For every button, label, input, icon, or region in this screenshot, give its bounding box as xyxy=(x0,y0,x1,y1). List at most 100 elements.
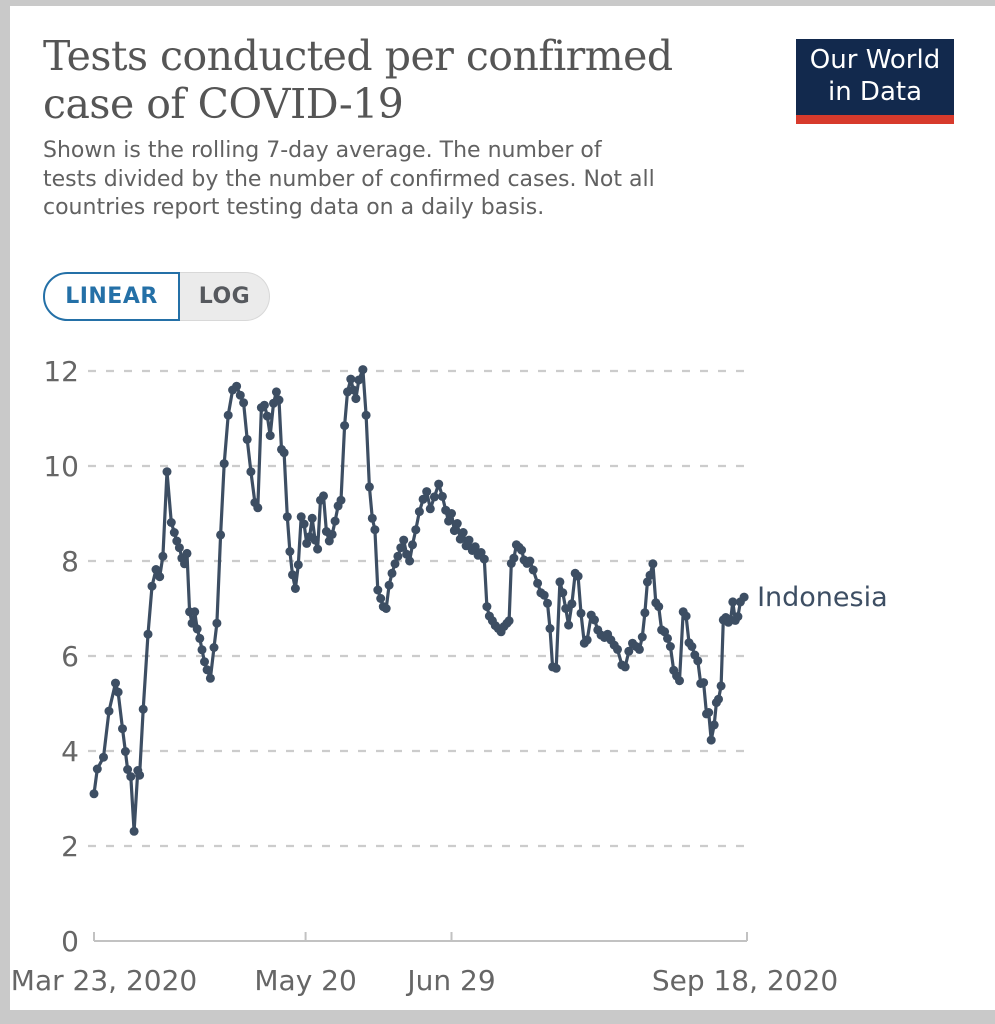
data-point xyxy=(195,633,205,643)
data-point xyxy=(402,549,412,559)
data-point xyxy=(242,434,252,444)
data-point xyxy=(582,635,592,645)
data-point xyxy=(645,570,655,580)
page-title: Tests conducted per confirmed case of CO… xyxy=(43,32,673,128)
data-point xyxy=(706,735,716,745)
page-title-line1: Tests conducted per confirmed xyxy=(43,32,673,80)
data-point xyxy=(330,516,340,526)
owid-logo: Our World in Data xyxy=(796,39,954,124)
data-point xyxy=(367,513,377,523)
data-point xyxy=(169,528,179,537)
data-point xyxy=(573,571,583,581)
data-point xyxy=(545,624,555,633)
data-point xyxy=(182,548,192,558)
data-point xyxy=(564,620,574,630)
data-point xyxy=(640,608,650,618)
data-point xyxy=(414,507,424,517)
data-point xyxy=(411,525,421,535)
data-point xyxy=(310,535,320,545)
subtitle-line1: Shown is the rolling 7-day average. The … xyxy=(43,138,602,163)
data-point xyxy=(162,467,172,477)
data-point xyxy=(259,400,269,410)
data-point xyxy=(634,644,644,654)
data-point xyxy=(123,765,133,774)
data-point xyxy=(509,553,519,563)
data-point xyxy=(447,509,456,518)
owid-logo-stripe xyxy=(796,115,954,124)
data-point xyxy=(219,459,229,469)
data-point xyxy=(654,602,664,612)
data-point xyxy=(274,395,284,405)
data-point xyxy=(202,665,212,675)
data-point xyxy=(354,375,364,385)
data-point xyxy=(197,645,207,655)
data-point xyxy=(246,467,256,477)
y-axis-tick-label: 2 xyxy=(61,830,79,863)
data-point xyxy=(180,559,189,569)
data-point xyxy=(271,387,281,397)
data-point xyxy=(89,789,99,799)
data-point xyxy=(555,577,565,587)
data-point xyxy=(113,687,123,697)
data-point xyxy=(620,662,630,672)
data-point xyxy=(693,656,703,666)
data-point xyxy=(408,540,417,550)
data-point xyxy=(92,764,102,774)
data-point xyxy=(174,543,184,553)
data-point xyxy=(733,612,743,622)
x-axis-tick-label: May 20 xyxy=(254,964,356,997)
page-title-line2: case of COVID-19 xyxy=(43,80,404,128)
data-point xyxy=(665,642,675,651)
data-point xyxy=(118,724,127,734)
data-point xyxy=(370,525,380,535)
data-point xyxy=(709,720,719,730)
data-point xyxy=(327,529,337,539)
data-point xyxy=(348,385,358,395)
data-point xyxy=(361,410,371,420)
data-point xyxy=(262,411,272,421)
data-point xyxy=(381,604,391,613)
data-point xyxy=(504,616,514,626)
data-point xyxy=(567,599,577,609)
linear-scale-button[interactable]: LINEAR xyxy=(43,272,180,321)
data-point xyxy=(704,708,714,717)
page-subtitle: Shown is the rolling 7-day average. The … xyxy=(43,137,655,223)
data-point xyxy=(561,604,571,613)
data-point xyxy=(396,543,406,553)
y-axis-tick-label: 12 xyxy=(43,355,79,388)
data-point xyxy=(253,503,263,513)
data-point xyxy=(155,572,165,582)
x-axis-tick-label: Jun 29 xyxy=(405,964,495,997)
data-point xyxy=(687,642,697,651)
data-point xyxy=(422,487,432,497)
data-point xyxy=(216,530,226,540)
data-point xyxy=(376,594,386,603)
y-axis-tick-label: 0 xyxy=(61,925,79,958)
data-point xyxy=(279,448,289,458)
data-point xyxy=(418,494,428,504)
data-point xyxy=(135,770,145,780)
data-point xyxy=(364,482,374,492)
data-point xyxy=(533,578,543,588)
data-point xyxy=(143,629,153,639)
data-point xyxy=(551,663,561,673)
log-scale-button[interactable]: LOG xyxy=(180,272,270,321)
data-point xyxy=(340,421,350,431)
data-point xyxy=(299,519,309,529)
data-point xyxy=(405,556,415,566)
data-point xyxy=(576,608,586,618)
data-point xyxy=(525,556,535,566)
data-point xyxy=(613,644,622,654)
data-point xyxy=(728,597,738,607)
data-point xyxy=(190,607,200,617)
data-point xyxy=(452,519,462,528)
data-point xyxy=(129,826,139,836)
data-point xyxy=(358,365,368,375)
data-point xyxy=(351,394,361,404)
subtitle-line3: countries report testing data on a daily… xyxy=(43,195,545,220)
x-axis-tick-label: Sep 18, 2020 xyxy=(652,964,838,997)
data-point xyxy=(212,618,222,628)
data-point xyxy=(739,592,749,602)
data-point xyxy=(444,516,454,526)
